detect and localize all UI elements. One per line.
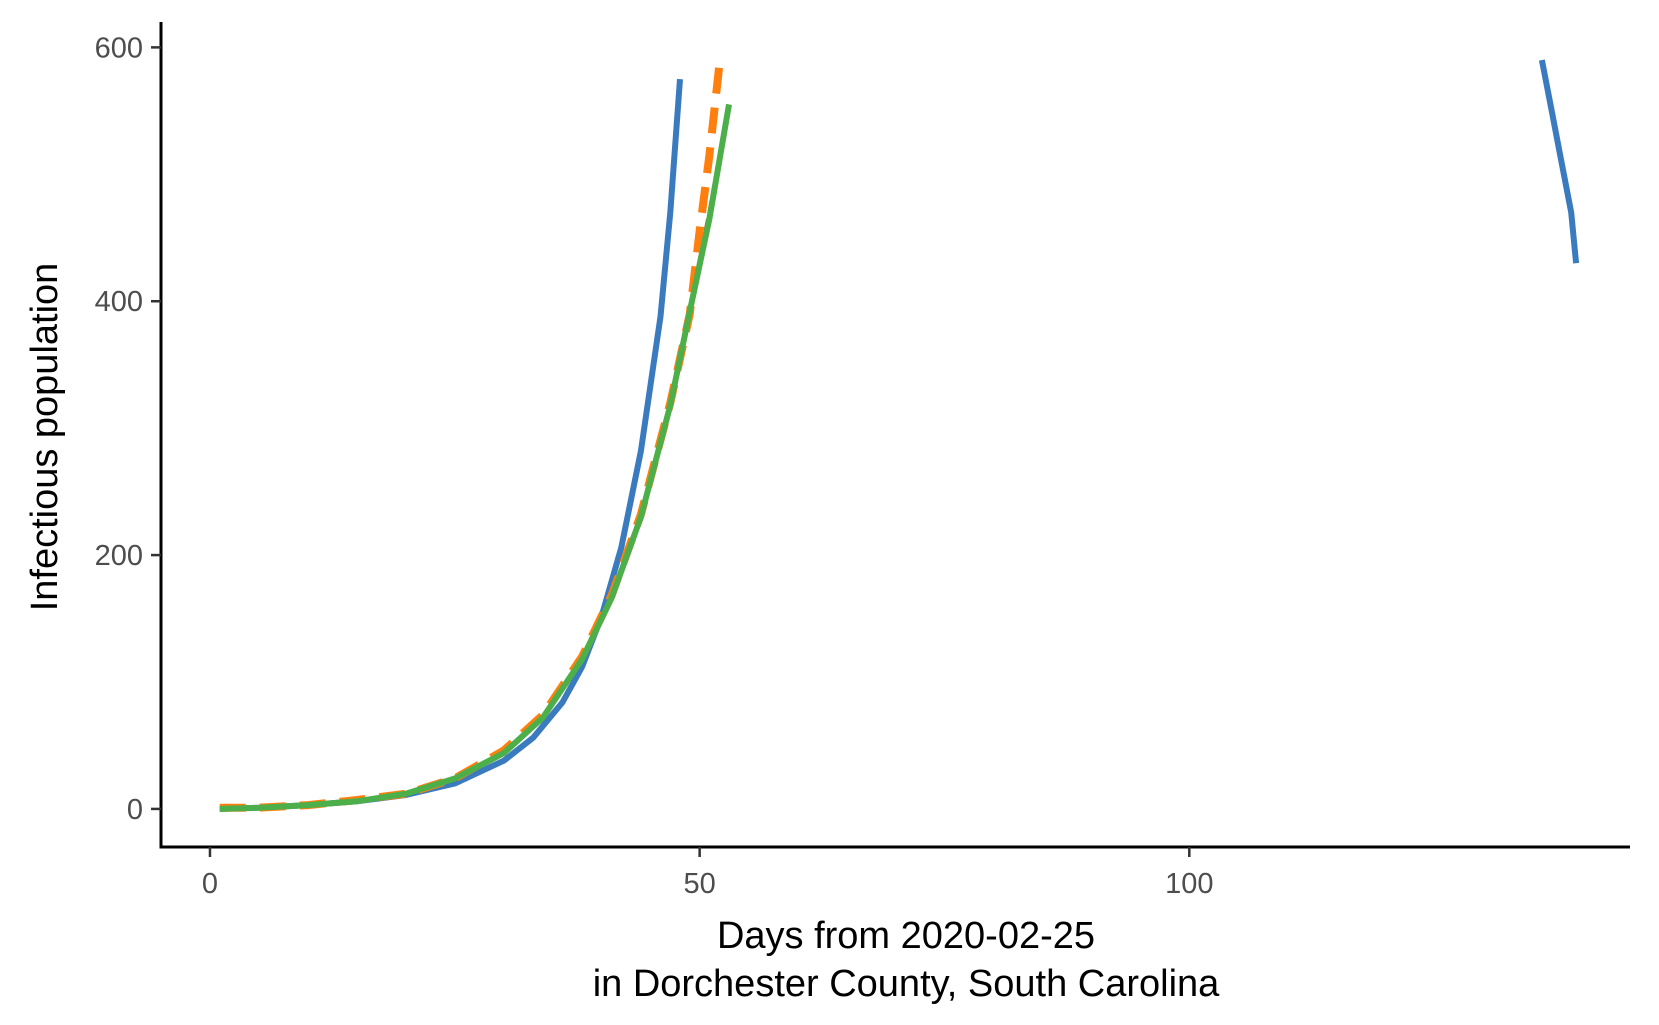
series-3-line-segment-0 — [219, 103, 732, 812]
axes — [159, 22, 1630, 849]
plot-area — [219, 59, 1580, 812]
x-tick-label: 100 — [1165, 868, 1213, 900]
x-axis-title-line-1: Days from 2020-02-25 — [717, 915, 1095, 957]
ticks: 0 50 100 0 200 400 600 — [95, 32, 1214, 900]
y-axis-title: Infectious population — [24, 263, 66, 612]
y-tick-label: 0 — [127, 794, 143, 826]
x-tick-label: 0 — [202, 868, 218, 900]
x-tick-label: 50 — [684, 868, 716, 900]
y-tick-label: 600 — [95, 32, 143, 64]
series-0-line-segment-1 — [1538, 59, 1580, 264]
x-axis-title-line-2: in Dorchester County, South Carolina — [593, 963, 1220, 1005]
y-tick-label: 200 — [95, 540, 143, 572]
series-0-line-segment-0 — [219, 78, 683, 812]
y-tick-label: 400 — [95, 286, 143, 318]
series-1-line-segment-0 — [219, 104, 731, 811]
